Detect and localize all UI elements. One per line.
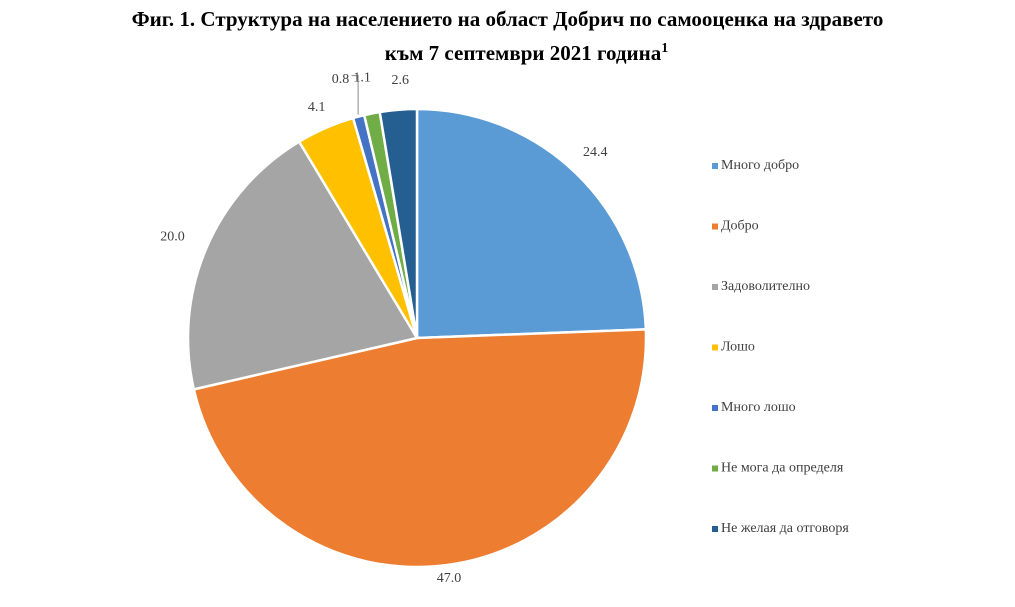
legend-swatch-задоволително (712, 284, 718, 290)
legend-label-не-мога-да-определя: Не мога да определя (721, 461, 844, 476)
legend-label-лошо: Лошо (721, 340, 755, 355)
pie-slice-много-добро (415, 107, 648, 340)
data-label-много-добро: 24.4 (583, 145, 608, 160)
legend-label-не-желая-да-отговоря: Не желая да отговоря (721, 521, 849, 536)
pie-slice-задоволително (186, 140, 419, 391)
data-label-не-мога-да-определя: 1.1 (353, 70, 371, 85)
legend-swatch-не-желая-да-отговоря (712, 526, 718, 532)
data-label-лошо: 4.1 (308, 100, 326, 115)
chart-title-line1: Фиг. 1. Структура на населението на обла… (131, 7, 884, 31)
data-labels: 24.4 47.0 20.0 4.1 0.8 1.1 2.6 (160, 70, 607, 586)
legend-label-много-добро: Много добро (721, 158, 799, 173)
legend-label-много-лошо: Много лошо (721, 400, 796, 415)
legend-swatch-не-мога-да-определя (712, 465, 718, 472)
data-label-задоволително: 20.0 (160, 230, 185, 245)
legend-swatch-лошо (712, 344, 718, 351)
legend: Много добро Добро Задоволително Лошо Много л… (712, 158, 849, 536)
chart-title: Фиг. 1. Структура на населението на обла… (0, 4, 1015, 68)
footnote-mark: 1 (661, 41, 669, 56)
pie-slice-добро (192, 328, 648, 569)
legend-swatch-добро (712, 223, 718, 230)
legend-swatch-много-лошо (712, 405, 718, 411)
legend-swatch-много-добро (712, 163, 718, 169)
chart-title-line2: към 7 септември 2021 година (384, 41, 662, 65)
pie-slice-не-желая-да-отговоря (378, 107, 419, 340)
data-label-много-лошо: 0.8 (332, 72, 350, 87)
data-label-не-желая-да-отговоря: 2.6 (392, 73, 410, 88)
data-label-добро: 47.0 (437, 571, 462, 586)
legend-label-добро: Добро (721, 219, 759, 234)
leader-lines (351, 75, 359, 115)
pie-slices (186, 107, 648, 569)
legend-label-задоволително: Задоволително (721, 279, 810, 294)
leader-line-много-лошо (351, 75, 359, 115)
